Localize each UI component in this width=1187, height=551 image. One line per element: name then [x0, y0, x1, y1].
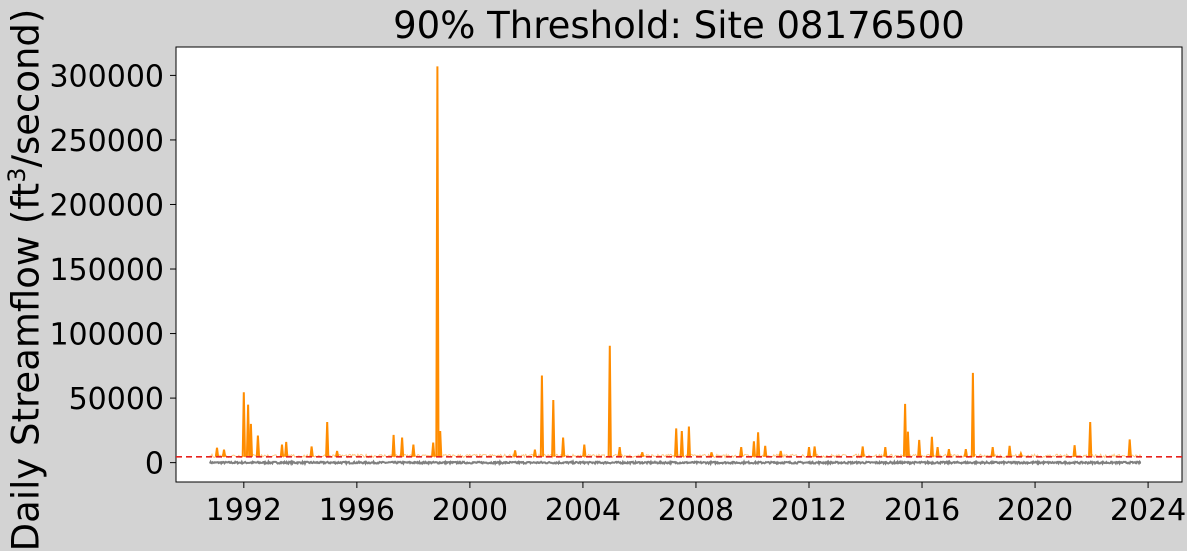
peak-mark-28	[686, 426, 691, 457]
peak-mark-2	[241, 392, 246, 457]
peak-mark-15	[435, 66, 440, 457]
x-tick-label-2016: 2016	[884, 493, 960, 528]
peak-mark-29	[709, 452, 714, 458]
x-tick-label-2004: 2004	[545, 493, 621, 528]
peak-mark-31	[751, 441, 756, 457]
peak-mark-49	[1018, 450, 1024, 458]
peak-mark-34	[778, 450, 783, 458]
y-tick-label-50000: 50000	[69, 382, 164, 417]
series-below-threshold-line	[208, 459, 1142, 467]
peak-mark-14	[431, 442, 436, 457]
peak-mark-48	[1007, 445, 1012, 457]
peak-mark-3	[245, 404, 251, 457]
x-tick-label-2008: 2008	[658, 493, 734, 528]
peak-mark-52	[1127, 439, 1132, 457]
peak-mark-41	[917, 439, 922, 457]
x-tick-label-1996: 1996	[319, 493, 395, 528]
peak-mark-33	[763, 445, 768, 457]
x-tick-label-2012: 2012	[771, 493, 847, 528]
peak-mark-21	[561, 437, 566, 457]
peak-mark-9	[325, 421, 330, 457]
peak-mark-12	[399, 437, 405, 457]
peak-mark-30	[739, 446, 744, 457]
y-tick-label-250000: 250000	[49, 124, 164, 159]
x-tick-label-1992: 1992	[206, 493, 282, 528]
peak-mark-26	[674, 428, 679, 457]
x-tick-label-2000: 2000	[432, 493, 508, 528]
x-tick-label-2020: 2020	[997, 493, 1073, 528]
peak-mark-8	[309, 446, 314, 457]
peak-mark-32	[756, 432, 761, 457]
peak-mark-18	[532, 449, 537, 457]
y-tick-label-0: 0	[145, 447, 164, 482]
plot-area	[175, 46, 1183, 483]
peak-mark-24	[617, 446, 622, 457]
peak-mark-16	[438, 430, 443, 457]
peak-mark-1	[221, 449, 227, 457]
chart-title: 90% Threshold: Site 08176500	[393, 4, 965, 47]
peak-mark-5	[255, 435, 261, 457]
streamflow-chart: 1992 1996 2000 2004 2008 2012 2016 2020 2024 0 50…	[49, 46, 1186, 528]
x-tick-label-2024: 2024	[1110, 493, 1186, 528]
peak-mark-27	[679, 430, 684, 457]
peak-mark-20	[551, 399, 556, 457]
peak-mark-4	[248, 423, 253, 457]
peak-mark-36	[812, 446, 817, 457]
peak-mark-39	[902, 403, 908, 457]
peak-mark-43	[935, 446, 940, 457]
peak-mark-25	[640, 452, 645, 458]
peak-mark-40	[905, 431, 910, 457]
y-tick-label-150000: 150000	[49, 253, 164, 288]
y-axis: 0 50000 100000 150000 200000 250000 300000	[49, 59, 176, 482]
peak-mark-22	[582, 444, 587, 457]
peak-mark-23	[607, 345, 612, 457]
peak-mark-45	[963, 448, 968, 457]
peak-mark-17	[513, 450, 518, 457]
peak-mark-6	[279, 444, 285, 457]
peak-mark-38	[883, 446, 888, 457]
peak-mark-37	[860, 446, 865, 457]
peak-mark-50	[1072, 445, 1077, 457]
peak-mark-42	[929, 436, 934, 457]
y-tick-label-300000: 300000	[49, 59, 164, 94]
y-tick-label-100000: 100000	[49, 318, 164, 353]
peak-mark-10	[334, 450, 340, 458]
peak-mark-51	[1088, 421, 1093, 457]
peak-mark-47	[990, 446, 995, 457]
peak-mark-19	[539, 375, 545, 457]
peak-mark-0	[214, 447, 220, 457]
peak-mark-46	[970, 372, 975, 457]
peak-mark-7	[284, 441, 289, 457]
peak-mark-35	[806, 446, 812, 457]
peak-mark-44	[946, 448, 951, 457]
y-tick-label-200000: 200000	[49, 188, 164, 223]
x-axis: 1992 1996 2000 2004 2008 2012 2016 2020 2024	[206, 482, 1186, 528]
peak-mark-13	[411, 444, 416, 457]
peak-mark-11	[391, 434, 396, 457]
